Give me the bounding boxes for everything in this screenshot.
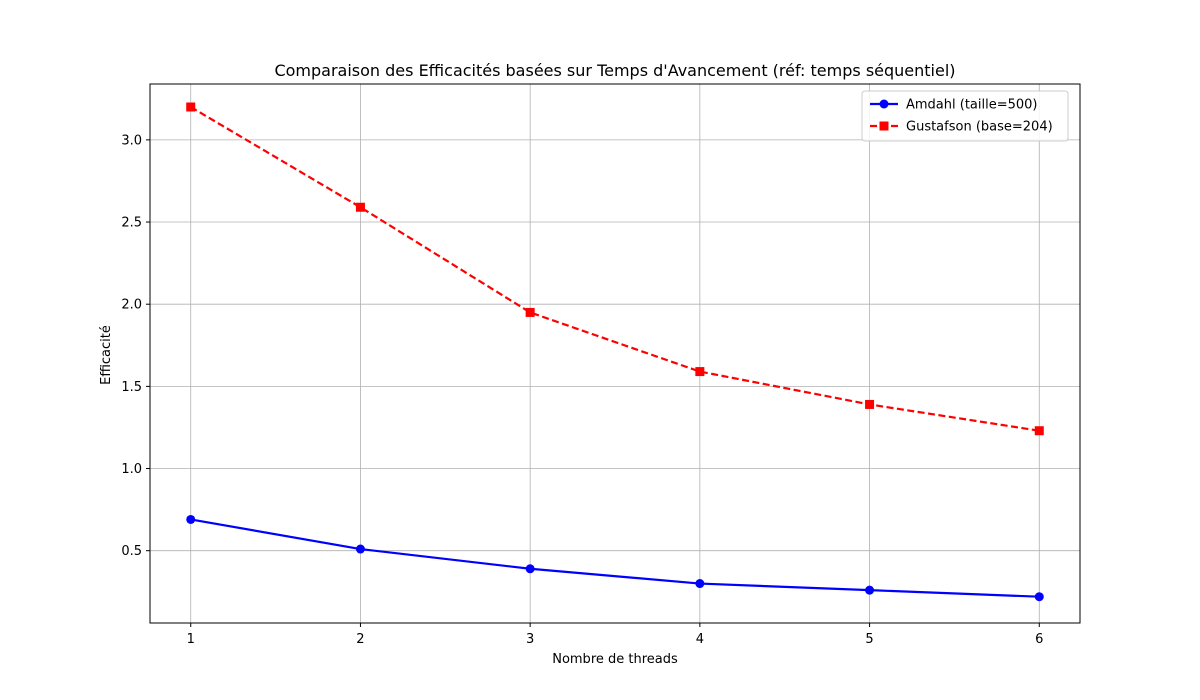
x-tick-label: 1 — [187, 632, 195, 647]
y-tick-label: 2.5 — [121, 216, 142, 231]
gustafson-point — [1034, 426, 1044, 436]
y-tick-label: 0.5 — [121, 544, 142, 559]
x-tick-label: 6 — [1035, 632, 1043, 647]
y-tick-label: 1.5 — [121, 380, 142, 395]
plot-frame — [149, 83, 1081, 624]
amdahl-point — [695, 579, 705, 589]
legend-gustafson-label: Gustafson (base=204) — [906, 120, 1053, 135]
gustafson-point — [186, 102, 196, 112]
chart-title: Comparaison des Efficacités basées sur T… — [274, 61, 955, 80]
gustafson-line — [190, 106, 1040, 432]
legend-amdahl-marker — [879, 99, 889, 109]
amdahl-point — [525, 564, 535, 574]
gustafson-point — [865, 399, 875, 409]
amdahl-point — [865, 585, 875, 595]
x-axis-label: Nombre de threads — [552, 652, 678, 667]
amdahl-point — [355, 544, 365, 554]
series-layer — [186, 102, 1044, 602]
x-tick-label: 4 — [696, 632, 704, 647]
amdahl-point — [1034, 592, 1044, 602]
gustafson-point — [525, 307, 535, 317]
y-tick-label: 3.0 — [121, 133, 142, 148]
amdahl-point — [186, 514, 196, 524]
y-axis-label: Efficacité — [99, 325, 114, 385]
y-tick-label: 2.0 — [121, 298, 142, 313]
x-tick-label: 5 — [865, 632, 873, 647]
legend-gustafson-marker — [879, 121, 889, 131]
y-tick-label: 1.0 — [121, 462, 142, 477]
x-tick-label: 2 — [356, 632, 364, 647]
amdahl-line — [190, 518, 1040, 598]
gustafson-point — [695, 367, 705, 377]
legend-amdahl-label: Amdahl (taille=500) — [906, 98, 1038, 113]
legend: Amdahl (taille=500) Gustafson (base=204) — [861, 90, 1069, 142]
legend-box — [861, 90, 1069, 142]
x-tick-label: 3 — [526, 632, 534, 647]
gustafson-point — [355, 202, 365, 212]
grid — [150, 84, 1080, 623]
ticks: 1 2 3 4 5 6 0.5 1.0 1.5 2.0 2.5 3.0 — [121, 133, 1043, 647]
